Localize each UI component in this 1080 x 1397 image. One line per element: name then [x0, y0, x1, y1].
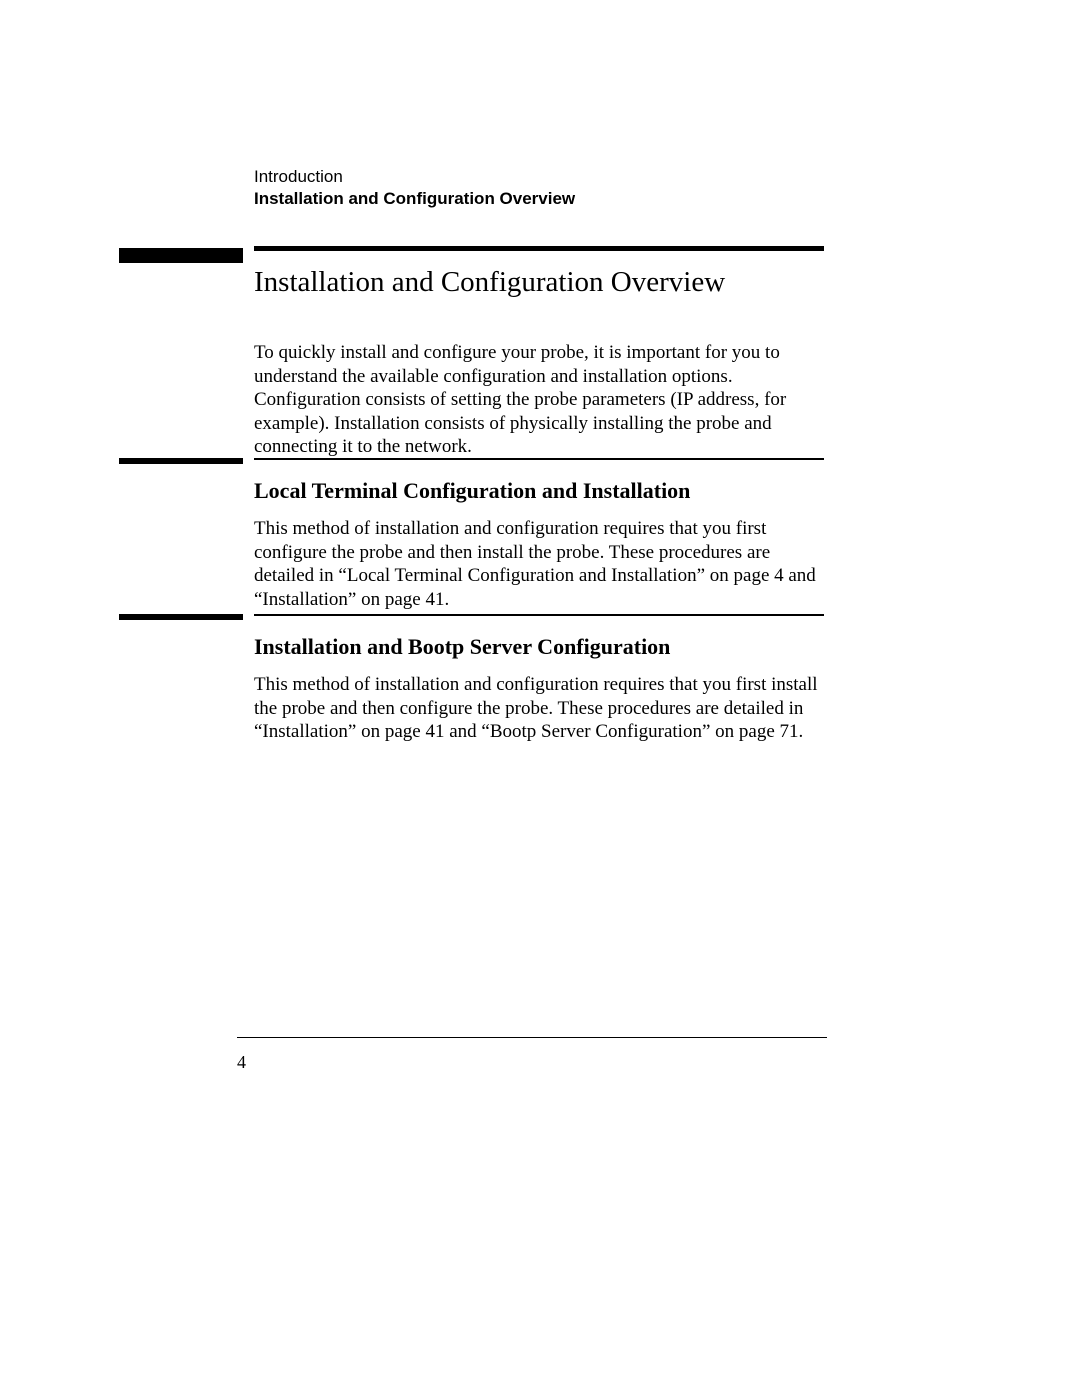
section-accent-bar [119, 458, 243, 464]
intro-paragraph: To quickly install and configure your pr… [254, 341, 822, 459]
section-body: This method of installation and configur… [254, 517, 822, 611]
section-heading: Local Terminal Configuration and Install… [254, 478, 690, 504]
section-rule [254, 458, 824, 460]
section-accent-bar [119, 614, 243, 620]
title-accent-bar [119, 248, 243, 263]
document-page: Introduction Installation and Configurat… [0, 0, 1080, 1397]
title-block: Installation and Configuration Overview [254, 246, 824, 300]
title-rule [254, 246, 824, 251]
page-title: Installation and Configuration Overview [254, 264, 824, 300]
running-header-section: Installation and Configuration Overview [254, 188, 824, 210]
running-header: Introduction Installation and Configurat… [254, 166, 824, 210]
section-heading: Installation and Bootp Server Configurat… [254, 634, 670, 660]
section-body: This method of installation and configur… [254, 673, 822, 744]
footer-rule [237, 1037, 827, 1038]
section-rule [254, 614, 824, 616]
page-number: 4 [237, 1052, 246, 1073]
running-header-chapter: Introduction [254, 166, 824, 188]
